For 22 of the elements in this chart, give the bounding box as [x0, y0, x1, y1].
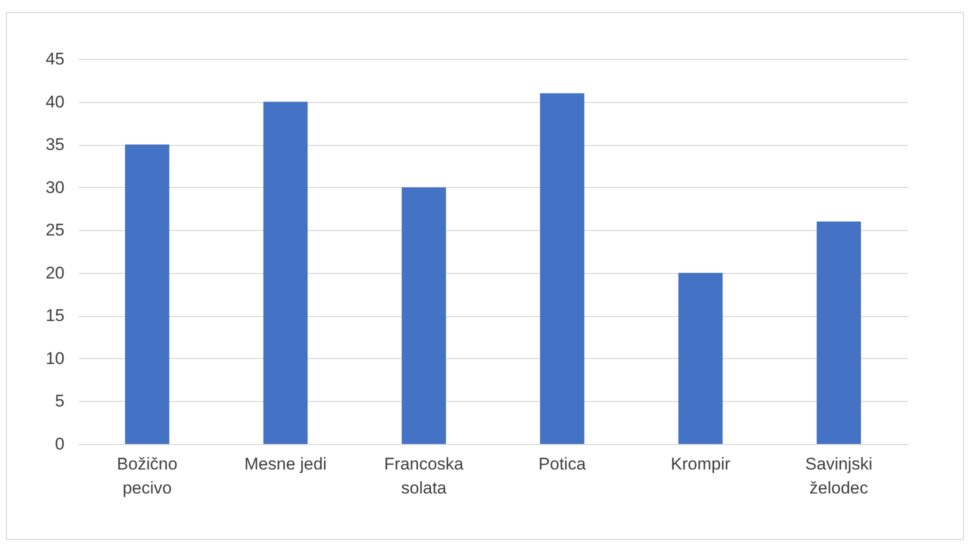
y-tick-label: 5	[55, 392, 64, 411]
x-tick-label: Savinjski želodec	[805, 454, 872, 498]
y-tick-label: 0	[55, 434, 64, 454]
bar	[125, 144, 170, 444]
y-tick-label: 25	[46, 220, 64, 240]
y-tick-label: 40	[46, 92, 64, 112]
y-tick-label: 20	[46, 263, 64, 282]
x-tick-label: Božično pecivo	[116, 454, 178, 498]
x-tick-label: Francoska solata	[384, 454, 464, 498]
y-tick-label: 15	[46, 306, 64, 326]
x-tick-label: Mesne jedi	[244, 454, 327, 474]
y-tick-label: 45	[46, 50, 64, 68]
x-tick-label: Krompir	[670, 454, 731, 474]
bar	[263, 102, 308, 444]
bar	[540, 93, 584, 444]
y-tick-label: 30	[46, 178, 64, 197]
bar	[678, 272, 723, 444]
x-tick-label: Potica	[538, 454, 586, 474]
bar	[816, 222, 861, 444]
y-tick-label: 10	[46, 348, 64, 368]
y-tick-label: 35	[46, 135, 64, 154]
bar	[402, 187, 446, 444]
